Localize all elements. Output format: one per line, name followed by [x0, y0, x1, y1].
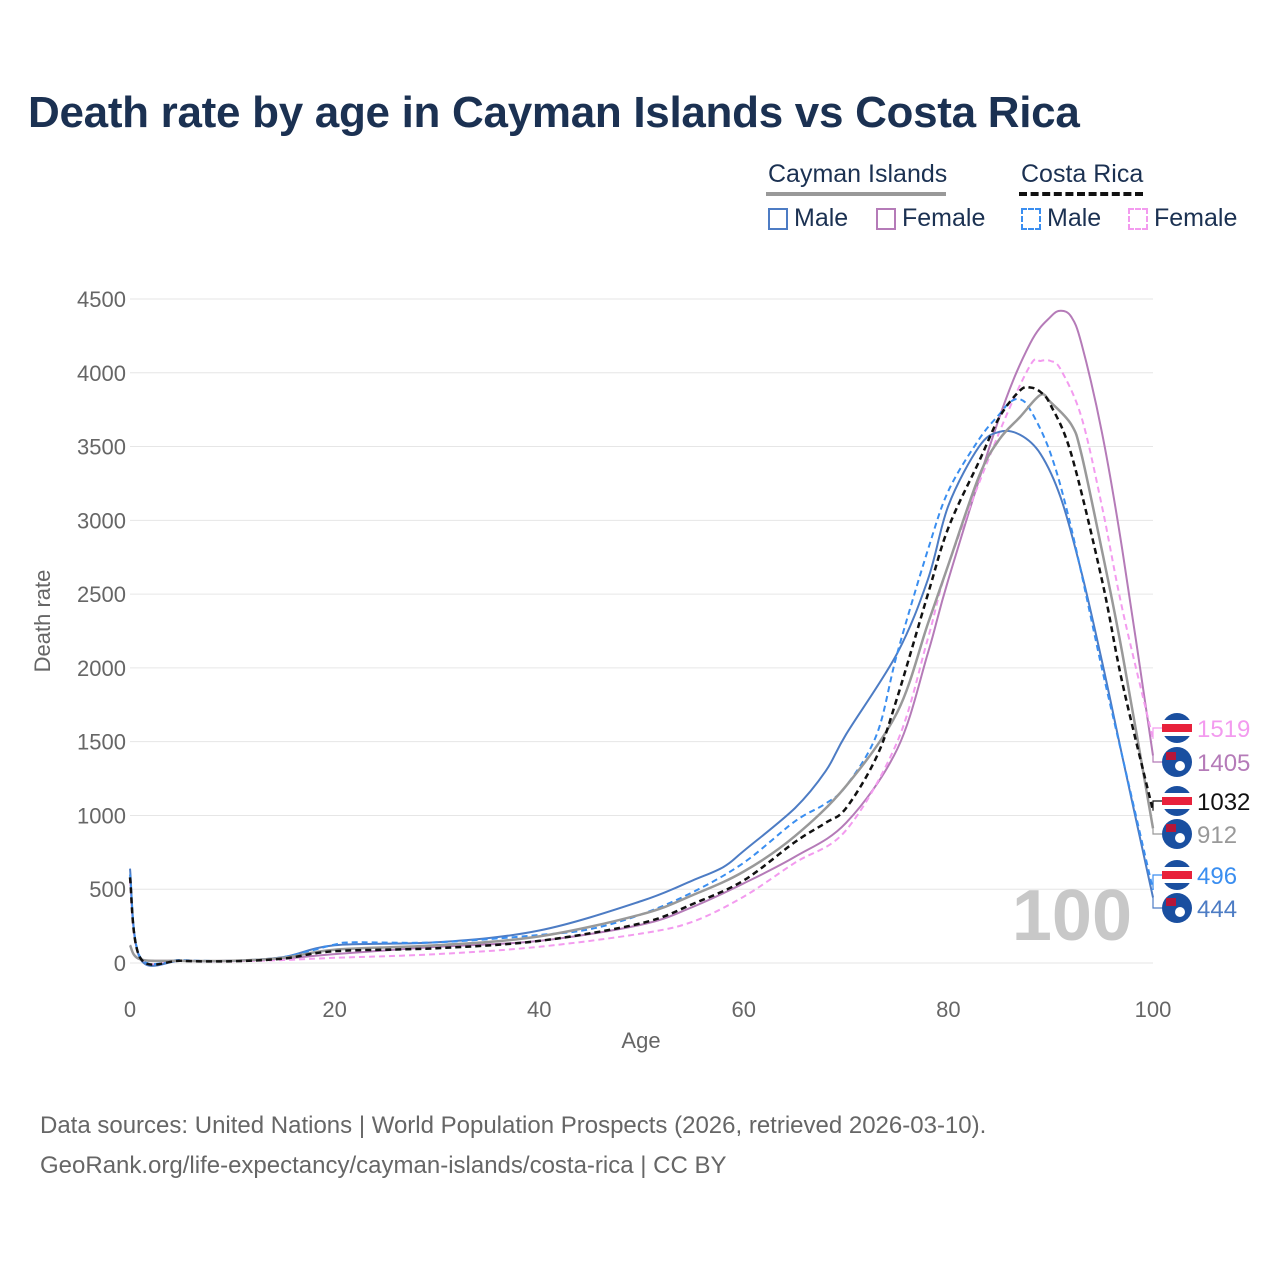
series-line-cayman-total [128, 393, 1155, 963]
y-tick-label: 2000 [77, 656, 126, 681]
y-tick-label: 4500 [77, 287, 126, 312]
x-tick-label: 100 [1135, 997, 1172, 1022]
legend-item-costa-female[interactable]: Female [1128, 204, 1237, 233]
flag-red-band [1162, 871, 1192, 879]
costa-rica-flag-icon [1162, 860, 1192, 890]
flag-red-band [1162, 724, 1192, 732]
legend-swatch-costa-male [1021, 207, 1041, 230]
y-tick-label: 4000 [77, 361, 126, 386]
flag-crest [1175, 761, 1185, 771]
cayman-islands-flag-icon [1162, 893, 1192, 923]
legend-swatch-cayman-male [768, 207, 788, 230]
legend-item-costa-male[interactable]: Male [1021, 204, 1101, 233]
y-axis-title: Death rate [30, 570, 55, 673]
legend-label-costa-female: Female [1154, 204, 1238, 232]
y-tick-label: 1500 [77, 730, 126, 755]
y-tick-label: 0 [114, 951, 126, 976]
y-tick-label: 500 [89, 877, 126, 902]
flag-crest [1175, 907, 1185, 917]
current-age-watermark: 100 [1012, 876, 1132, 956]
y-tick-label: 3000 [77, 508, 126, 533]
cayman-islands-flag-icon [1162, 819, 1192, 849]
end-label-connector [1152, 874, 1162, 890]
series-line-costa-total [128, 385, 1155, 966]
costa-rica-flag-icon [1162, 713, 1192, 743]
legend-cayman-underline [766, 192, 946, 196]
x-tick-label: 40 [527, 997, 551, 1022]
flag-red-band [1162, 797, 1192, 805]
end-label-costa-male: 496 [1197, 863, 1237, 890]
end-label-connector [1152, 828, 1162, 835]
legend-country-cayman: Cayman Islands [768, 160, 948, 188]
end-label-costa-female: 1519 [1197, 716, 1250, 743]
flag-union-jack [1166, 752, 1176, 760]
footer: Data sources: United Nations | World Pop… [40, 1106, 986, 1186]
y-tick-label: 1000 [77, 803, 126, 828]
end-label-connector [1152, 755, 1162, 763]
legend-country-costa-rica: Costa Rica [1021, 160, 1144, 188]
y-tick-label: 2500 [77, 582, 126, 607]
flag-union-jack [1166, 898, 1176, 906]
footer-url[interactable]: GeoRank.org/life-expectancy/cayman-islan… [40, 1152, 727, 1179]
series-line-costa-female [129, 358, 1154, 966]
x-tick-label: 60 [732, 997, 756, 1022]
cayman-islands-flag-icon [1162, 747, 1192, 777]
end-label-cayman-female: 1405 [1197, 750, 1250, 777]
flag-union-jack [1166, 824, 1176, 832]
legend-costa-underline [1019, 192, 1143, 196]
series-line-cayman-female [129, 309, 1154, 963]
footer-sources: Data sources: United Nations | World Pop… [40, 1112, 987, 1139]
x-tick-label: 0 [124, 997, 136, 1022]
end-label-connector [1152, 800, 1162, 811]
end-label-cayman-total: 912 [1197, 822, 1237, 849]
costa-rica-flag-icon [1162, 786, 1192, 816]
x-tick-label: 80 [936, 997, 960, 1022]
end-label-connector [1152, 897, 1162, 909]
end-label-cayman-male: 444 [1197, 896, 1237, 923]
x-axis-title: Age [621, 1028, 660, 1053]
end-label-costa-total: 1032 [1197, 789, 1250, 816]
end-label-connector [1152, 727, 1162, 739]
series-line-costa-male [129, 397, 1154, 966]
flag-crest [1175, 833, 1185, 843]
legend-label-costa-male: Male [1047, 204, 1102, 232]
x-tick-label: 20 [322, 997, 346, 1022]
legend-label-cayman-female: Female [902, 204, 986, 232]
series-line-cayman-male [129, 429, 1154, 967]
legend-item-cayman-male[interactable]: Male [768, 204, 848, 233]
legend-label-cayman-male: Male [794, 204, 849, 232]
chart-title: Death rate by age in Cayman Islands vs C… [28, 88, 1080, 137]
legend-swatch-cayman-female [876, 207, 896, 230]
legend-item-cayman-female[interactable]: Female [876, 204, 985, 233]
y-tick-label: 3500 [77, 435, 126, 460]
legend-swatch-costa-female [1128, 207, 1148, 230]
